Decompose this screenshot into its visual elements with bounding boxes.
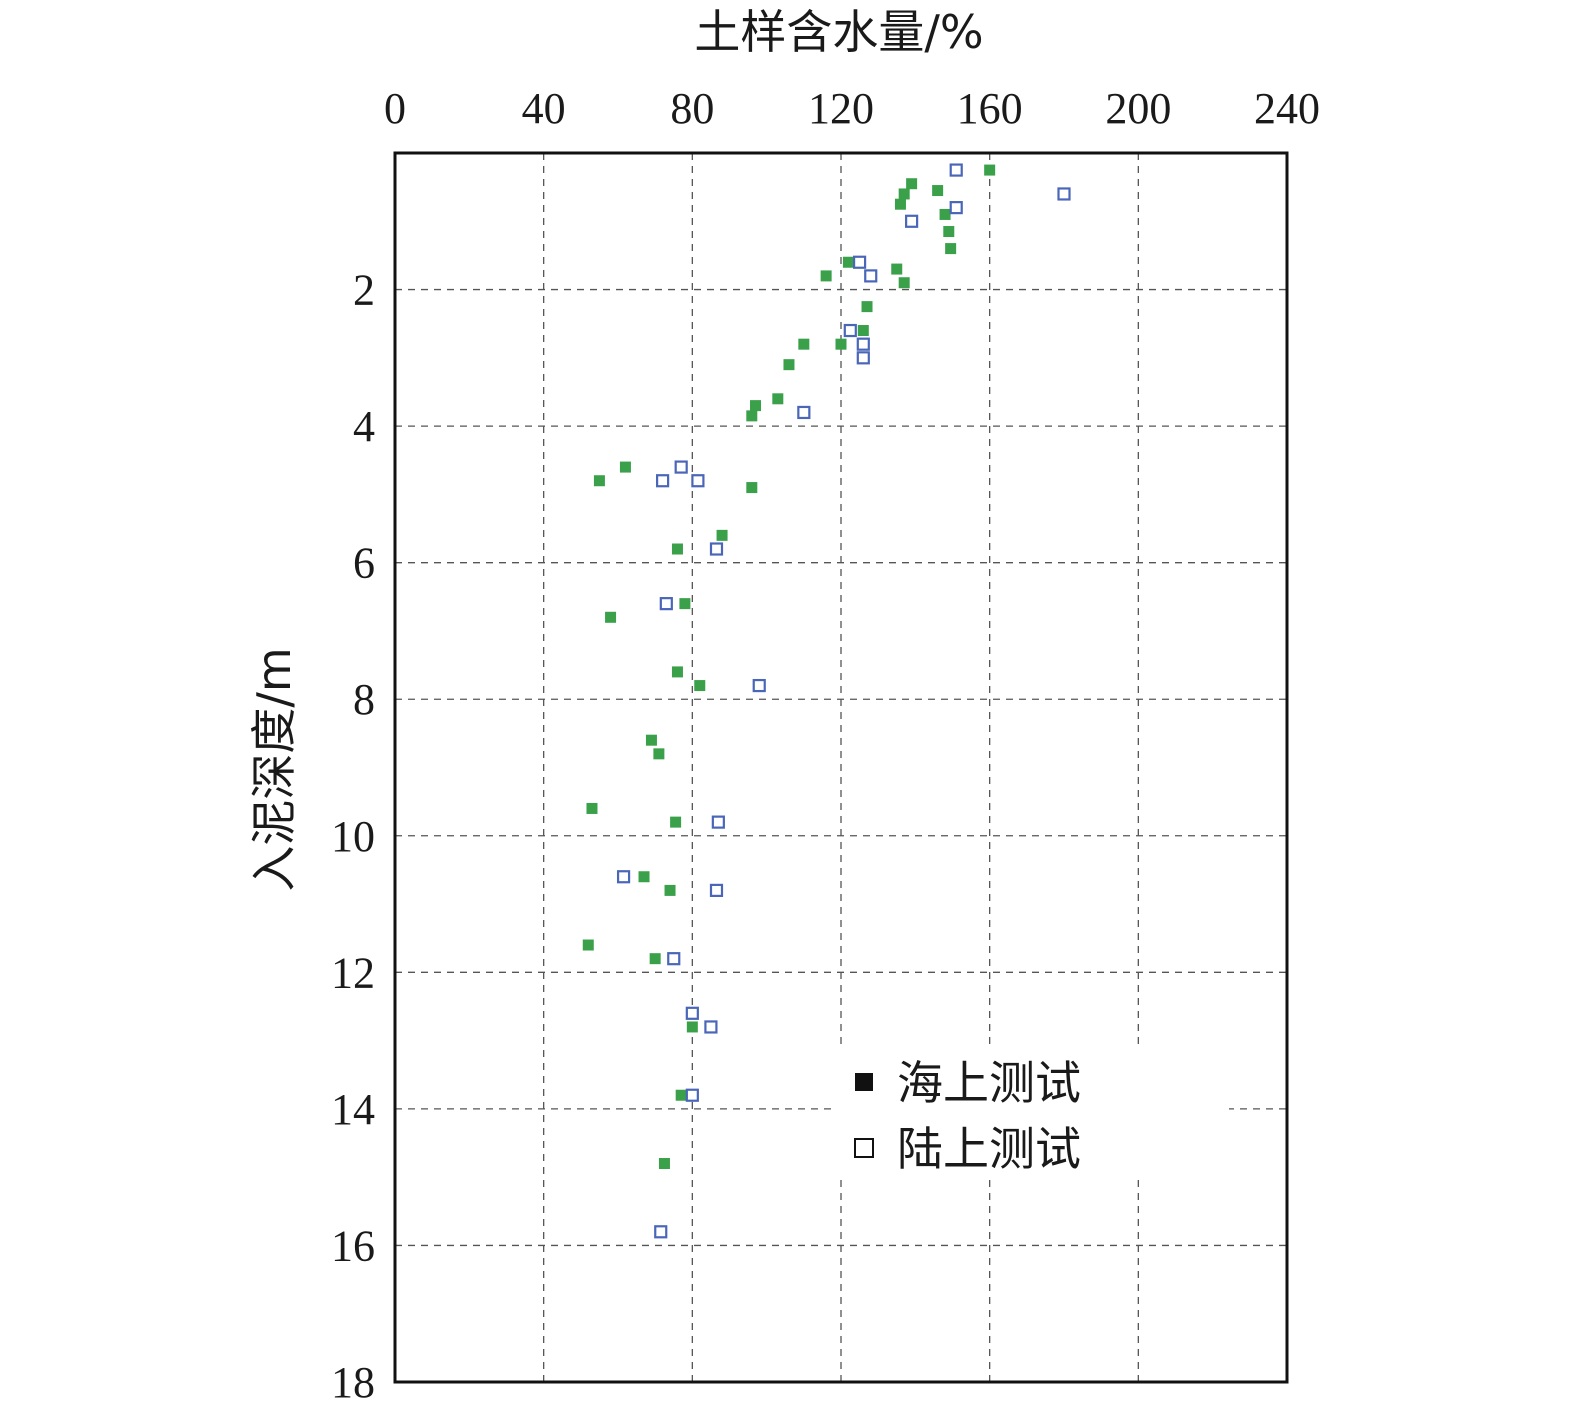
x-tick-label: 120 <box>808 84 874 133</box>
data-point-land-test <box>691 474 705 488</box>
data-point-land-test <box>674 460 688 474</box>
data-point-land-test <box>655 474 670 488</box>
data-point-land-test <box>685 1088 699 1102</box>
data-point-sea-test <box>619 461 631 473</box>
legend-marker-land-test <box>854 1138 874 1158</box>
grid-lines <box>395 153 1287 1382</box>
data-point-sea-test <box>716 529 728 541</box>
data-point-sea-test <box>820 270 832 282</box>
data-point-land-test <box>667 952 681 966</box>
data-point-sea-test <box>658 1158 670 1170</box>
data-point-sea-test <box>898 188 910 200</box>
data-points <box>582 163 1071 1239</box>
data-point-sea-test <box>898 277 910 289</box>
data-point-land-test <box>659 597 673 611</box>
data-point-sea-test <box>593 475 605 487</box>
legend-label-land-test: 陆上测试 <box>897 1122 1081 1176</box>
data-point-sea-test <box>945 243 957 255</box>
y-tick-label: 4 <box>353 402 375 451</box>
data-point-sea-test <box>932 185 944 197</box>
data-point-land-test <box>709 883 724 898</box>
data-point-sea-test <box>671 543 683 555</box>
x-tick-label: 200 <box>1105 84 1171 133</box>
x-tick-label: 0 <box>384 84 406 133</box>
data-point-sea-test <box>645 734 657 746</box>
data-point-land-test <box>905 214 919 228</box>
y-tick-labels: 2 4 6 8 10 12 14 16 18 <box>331 266 375 1407</box>
y-tick-label: 2 <box>353 266 375 315</box>
data-point-sea-test <box>746 482 758 494</box>
data-point-land-test <box>864 269 878 283</box>
x-tick-label: 160 <box>957 84 1023 133</box>
y-tick-label: 12 <box>331 948 375 997</box>
data-point-sea-test <box>857 325 869 337</box>
x-tick-label: 240 <box>1254 84 1320 133</box>
data-point-land-test <box>949 163 963 177</box>
data-point-sea-test <box>638 871 650 883</box>
y-tick-label: 10 <box>331 812 375 861</box>
data-point-sea-test <box>582 939 594 951</box>
plot-frame <box>393 151 1289 1384</box>
data-point-sea-test <box>675 1089 687 1101</box>
data-point-sea-test <box>605 611 617 623</box>
data-point-land-test <box>797 405 811 420</box>
data-point-sea-test <box>835 338 847 350</box>
x-axis-title: 土样含水量/% <box>694 5 983 59</box>
data-point-land-test <box>704 1020 718 1034</box>
data-point-sea-test <box>891 263 903 275</box>
data-point-land-test <box>711 815 725 829</box>
x-tick-label: 80 <box>670 84 714 133</box>
data-point-sea-test <box>943 226 955 238</box>
data-point-sea-test <box>664 884 676 896</box>
legend: 海上测试 陆上测试 <box>854 1056 1081 1176</box>
data-point-sea-test <box>906 178 918 190</box>
x-tick-label: 40 <box>522 84 566 133</box>
data-point-land-test <box>1057 187 1071 201</box>
y-tick-label: 14 <box>331 1085 375 1134</box>
x-tick-labels: 0 40 80 120 160 200 240 <box>384 84 1320 133</box>
data-point-sea-test <box>653 748 665 760</box>
data-point-land-test <box>709 542 724 556</box>
y-tick-label: 6 <box>353 539 375 588</box>
data-point-sea-test <box>686 1021 698 1033</box>
data-point-land-test <box>616 870 631 884</box>
data-point-land-test <box>856 351 870 365</box>
legend-background <box>837 1048 1229 1178</box>
data-point-sea-test <box>798 338 810 350</box>
data-point-sea-test <box>750 400 762 412</box>
data-point-sea-test <box>772 393 784 405</box>
data-point-land-test <box>654 1225 668 1239</box>
y-tick-label: 18 <box>331 1358 375 1407</box>
data-point-sea-test <box>783 359 795 371</box>
data-point-land-test <box>752 678 766 693</box>
data-point-sea-test <box>842 256 854 268</box>
data-point-land-test <box>685 1006 699 1020</box>
data-point-sea-test <box>694 680 706 692</box>
y-axis-title: 入泥深度/m <box>247 647 301 891</box>
data-point-sea-test <box>671 666 683 678</box>
legend-box <box>837 1048 1229 1178</box>
data-point-sea-test <box>670 816 682 828</box>
data-point-sea-test <box>861 301 873 313</box>
data-point-sea-test <box>746 410 758 422</box>
legend-marker-sea-test <box>855 1073 873 1091</box>
data-point-sea-test <box>984 164 996 176</box>
y-tick-label: 8 <box>353 675 375 724</box>
data-point-land-test <box>852 255 867 269</box>
data-point-sea-test <box>649 953 661 965</box>
data-point-sea-test <box>679 598 691 610</box>
data-point-land-test <box>949 201 963 215</box>
data-point-land-test <box>856 337 870 351</box>
y-tick-label: 16 <box>331 1221 375 1270</box>
data-point-sea-test <box>939 208 951 220</box>
data-point-sea-test <box>894 198 906 210</box>
data-point-land-test <box>843 323 857 338</box>
legend-label-sea-test: 海上测试 <box>897 1056 1081 1110</box>
data-point-sea-test <box>586 802 598 814</box>
